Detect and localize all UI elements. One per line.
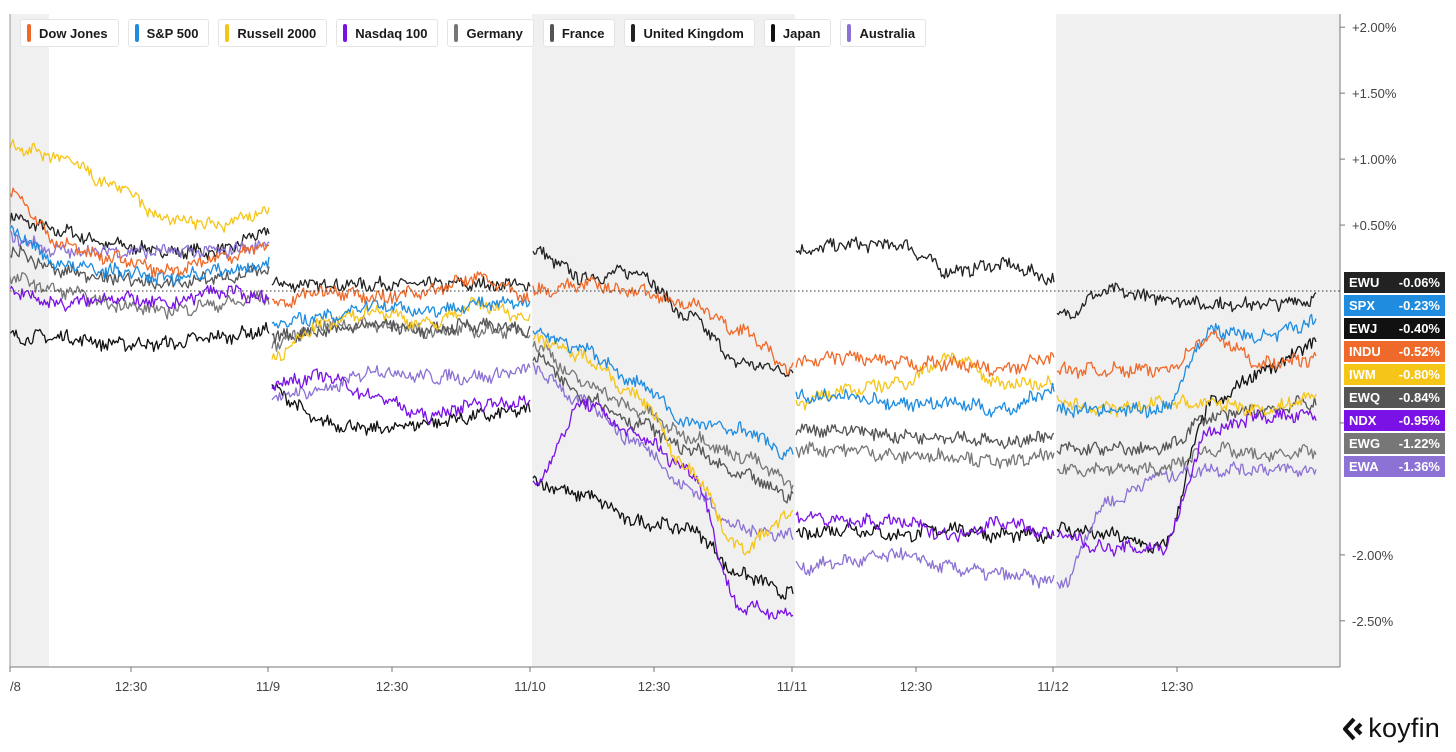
badge-ewj <box>1344 318 1445 339</box>
last-value-badges: EWU -0.06% SPX -0.23% EWJ -0.40% INDU -0.52% IWM… <box>1344 272 1445 477</box>
legend-swatch <box>549 24 554 42</box>
legend-label: Australia <box>859 25 916 41</box>
x-tick-label: 11/9 <box>256 679 280 694</box>
x-tick-label: 11/10 <box>514 679 546 694</box>
y-tick-label: +2.00% <box>1352 20 1397 35</box>
badge-ticker: INDU <box>1349 344 1381 359</box>
series-line-ewq <box>9 245 1317 504</box>
badge-ticker: EWJ <box>1349 321 1377 336</box>
badge-value: -0.40% <box>1399 321 1441 336</box>
legend-label: S&P 500 <box>146 25 199 41</box>
badge-value: -0.80% <box>1399 367 1441 382</box>
badge-ticker: NDX <box>1349 413 1377 428</box>
badge-value: -1.22% <box>1399 436 1441 451</box>
x-tick-label: 12:30 <box>900 679 933 694</box>
x-tick-label: 12:30 <box>638 679 671 694</box>
legend: Dow Jones S&P 500 Russell 2000 Nasdaq 100 Ge… <box>20 19 927 47</box>
badge-value: -0.06% <box>1399 275 1441 290</box>
badge-ndx <box>1344 410 1445 431</box>
legend-item-australia[interactable]: Australia <box>840 19 927 47</box>
y-tick-label: -2.00% <box>1352 548 1394 563</box>
series-line-ewg <box>9 272 1317 491</box>
legend-swatch <box>27 24 31 42</box>
y-tick-label: +1.00% <box>1352 152 1397 167</box>
series-line-spx <box>9 225 1317 461</box>
legend-item-russell-2000[interactable]: Russell 2000 <box>218 19 328 47</box>
koyfin-logo: koyfin <box>1342 713 1440 744</box>
y-tick-label: -2.50% <box>1352 614 1394 629</box>
x-tick-label: /8 <box>10 679 21 694</box>
legend-swatch <box>847 24 852 42</box>
session-shade <box>532 14 795 667</box>
series-line-ewa <box>9 229 1317 589</box>
legend-swatch <box>631 24 636 42</box>
legend-swatch <box>770 24 775 42</box>
legend-item-united-kingdom[interactable]: United Kingdom <box>624 19 755 47</box>
legend-item-s-p-500[interactable]: S&P 500 <box>127 19 210 47</box>
badge-ticker: SPX <box>1349 298 1375 313</box>
series-line-ewu <box>9 212 1317 378</box>
x-tick-label: 11/12 <box>1037 679 1069 694</box>
legend-label: Germany <box>466 25 523 41</box>
badge-value: -0.95% <box>1399 413 1441 428</box>
badge-value: -0.23% <box>1399 298 1441 313</box>
series-line-ewj <box>9 321 1317 600</box>
legend-swatch <box>134 24 139 42</box>
legend-label: Nasdaq 100 <box>355 25 428 41</box>
badge-ticker: EWA <box>1349 459 1379 474</box>
badge-iwm <box>1344 364 1445 385</box>
legend-label: United Kingdom <box>643 25 744 41</box>
session-shading <box>10 14 1340 667</box>
koyfin-chevron-icon <box>1343 717 1363 740</box>
x-tick-label: 12:30 <box>376 679 409 694</box>
legend-swatch <box>343 24 348 42</box>
legend-item-nasdaq-100[interactable]: Nasdaq 100 <box>336 19 439 47</box>
series-lines <box>9 139 1317 620</box>
badge-value: -1.36% <box>1399 459 1441 474</box>
badge-ewa <box>1344 456 1445 477</box>
badge-indu <box>1344 341 1445 362</box>
legend-label: Russell 2000 <box>237 25 317 41</box>
legend-item-dow-jones[interactable]: Dow Jones <box>20 19 119 47</box>
brand-name: koyfin <box>1368 713 1440 743</box>
legend-item-germany[interactable]: Germany <box>447 19 534 47</box>
badge-ticker: EWQ <box>1349 390 1380 405</box>
series-line-iwm <box>9 139 1317 556</box>
y-tick-label: +1.50% <box>1352 86 1397 101</box>
x-tick-label: 11/11 <box>777 679 808 694</box>
legend-item-japan[interactable]: Japan <box>763 19 832 47</box>
badge-ticker: EWU <box>1349 275 1379 290</box>
x-tick-label: 12:30 <box>1161 679 1194 694</box>
badge-value: -0.52% <box>1399 344 1441 359</box>
legend-label: France <box>561 25 605 41</box>
legend-swatch <box>225 24 230 42</box>
series-line-ndx <box>9 284 1317 620</box>
y-tick-label: +0.50% <box>1352 218 1397 233</box>
legend-label: Dow Jones <box>39 25 108 41</box>
badge-ewu <box>1344 272 1445 293</box>
legend-swatch <box>454 24 459 42</box>
legend-label: Japan <box>782 25 821 41</box>
badge-ewq <box>1344 387 1445 408</box>
legend-item-france[interactable]: France <box>542 19 616 47</box>
badge-ewg <box>1344 433 1445 454</box>
badge-ticker: EWG <box>1349 436 1380 451</box>
badge-value: -0.84% <box>1399 390 1441 405</box>
badge-spx <box>1344 295 1445 316</box>
badge-ticker: IWM <box>1349 367 1376 382</box>
x-tick-label: 12:30 <box>115 679 148 694</box>
series-line-indu <box>9 187 1317 379</box>
